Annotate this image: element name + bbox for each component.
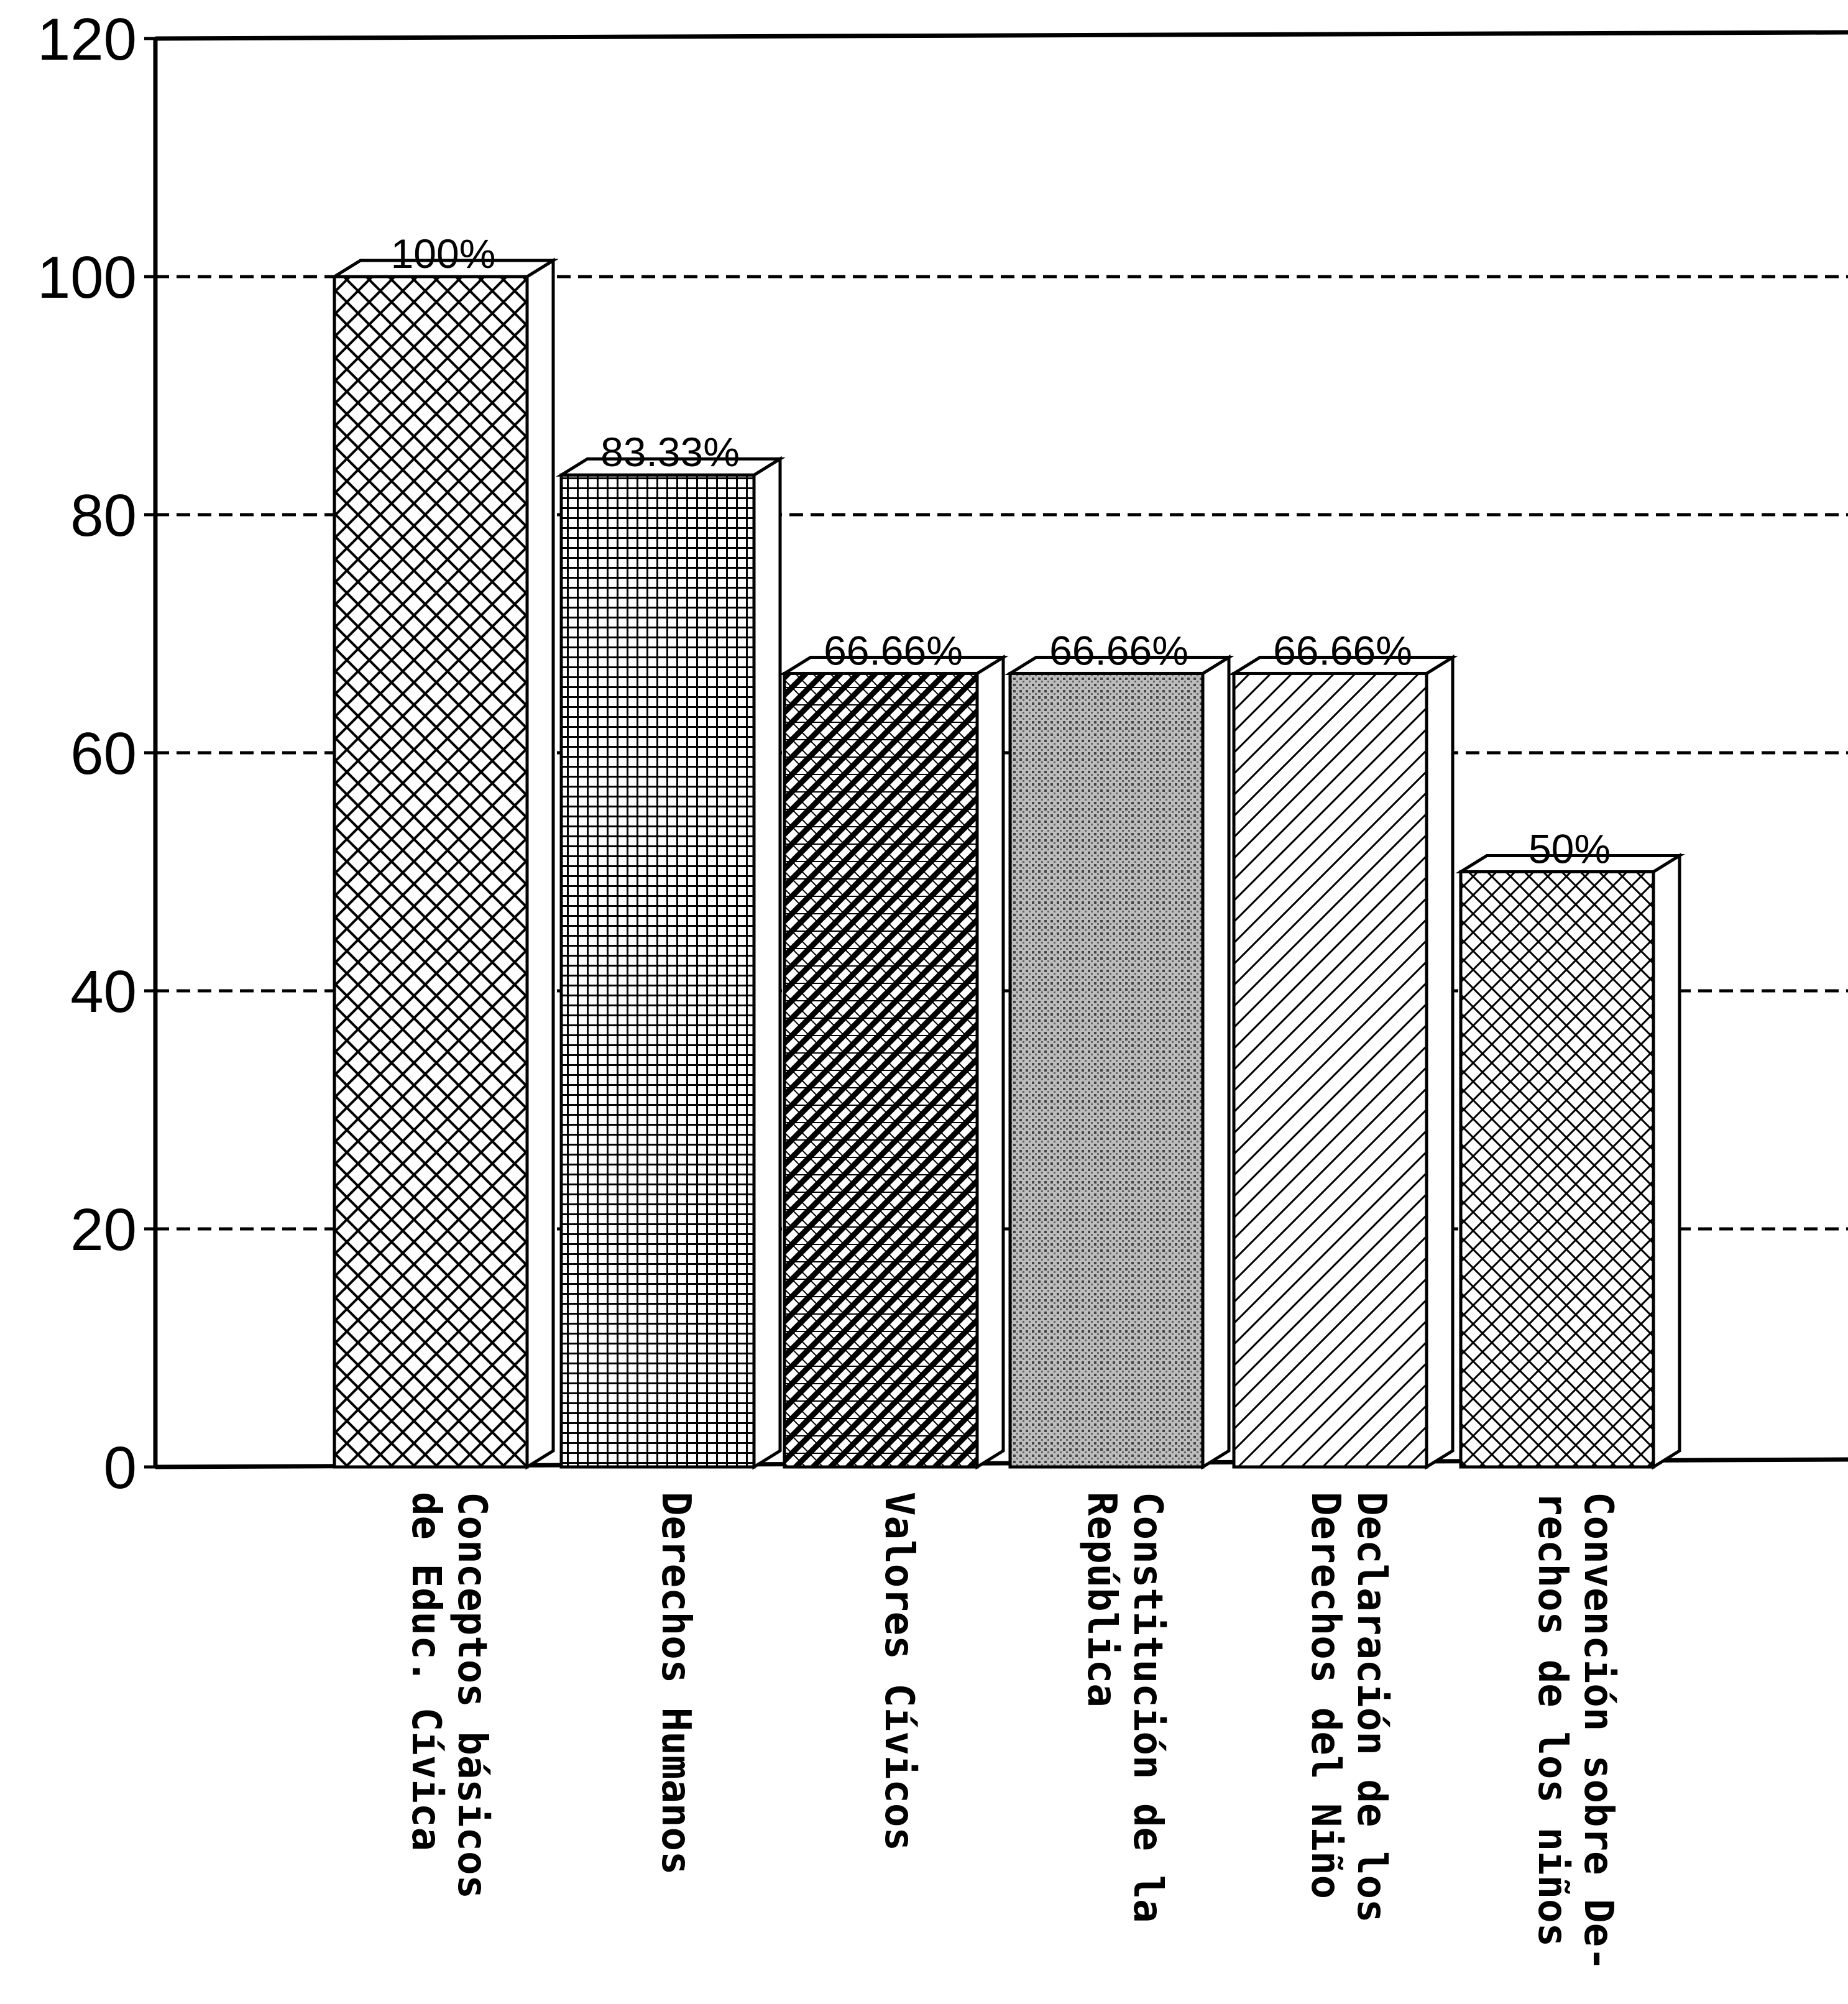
- y-tick-label: 60: [70, 720, 137, 787]
- category-label: Convención sobre De-rechos de los niños: [1529, 1492, 1621, 1971]
- y-tick-label: 80: [70, 482, 137, 549]
- bar-side: [975, 654, 1005, 1470]
- bar-side: [1652, 853, 1681, 1470]
- y-tick-label: 100: [37, 244, 137, 311]
- bar-front: [783, 671, 979, 1469]
- bar-front: [1459, 870, 1655, 1469]
- category-label-line: Valores Cívicos: [876, 1492, 922, 1851]
- value-label: 66.66%: [824, 627, 963, 673]
- bar-front: [1008, 671, 1205, 1469]
- bar-2: [556, 456, 786, 1470]
- y-tick-label: 0: [104, 1435, 137, 1501]
- category-label-line: de Educ. Cívica: [403, 1492, 449, 1851]
- bar-side: [752, 456, 782, 1470]
- value-label: 100%: [391, 231, 496, 277]
- bar-4: [1004, 654, 1234, 1470]
- y-tick-label: 40: [70, 958, 137, 1025]
- bar-front: [559, 473, 756, 1469]
- value-label: 50%: [1529, 826, 1611, 872]
- category-label-line: Derechos del Niño: [1302, 1492, 1348, 1899]
- category-label-line: rechos de los niños: [1529, 1492, 1575, 1947]
- category-label-line: Conceptos básicos: [449, 1492, 495, 1899]
- value-label: 66.66%: [1273, 627, 1412, 673]
- top-frame-line: [155, 30, 1848, 41]
- category-label: Derechos Humanos: [653, 1492, 699, 1875]
- category-label-line: Convención sobre De-: [1575, 1492, 1621, 1971]
- category-label-line: Derechos Humanos: [653, 1492, 699, 1875]
- bar-6: [1455, 853, 1685, 1470]
- bars: [329, 257, 1685, 1470]
- bar-1: [329, 257, 559, 1470]
- bar-side: [525, 257, 555, 1470]
- category-label-line: República: [1078, 1492, 1124, 1708]
- y-tick-label: 20: [70, 1197, 137, 1263]
- value-label: 66.66%: [1049, 627, 1188, 673]
- category-label-line: Constitución de la: [1124, 1492, 1170, 1923]
- y-tick-label: 120: [37, 6, 137, 73]
- bar-side: [1425, 654, 1455, 1470]
- bar-front: [1232, 671, 1428, 1469]
- bar-3: [779, 654, 1009, 1470]
- bar-front: [333, 275, 529, 1469]
- category-label-line: Declaración de los: [1348, 1492, 1394, 1923]
- bar-5: [1228, 654, 1458, 1470]
- category-label: Valores Cívicos: [876, 1492, 922, 1851]
- value-label: 83.33%: [600, 429, 740, 475]
- bar-side: [1201, 654, 1231, 1470]
